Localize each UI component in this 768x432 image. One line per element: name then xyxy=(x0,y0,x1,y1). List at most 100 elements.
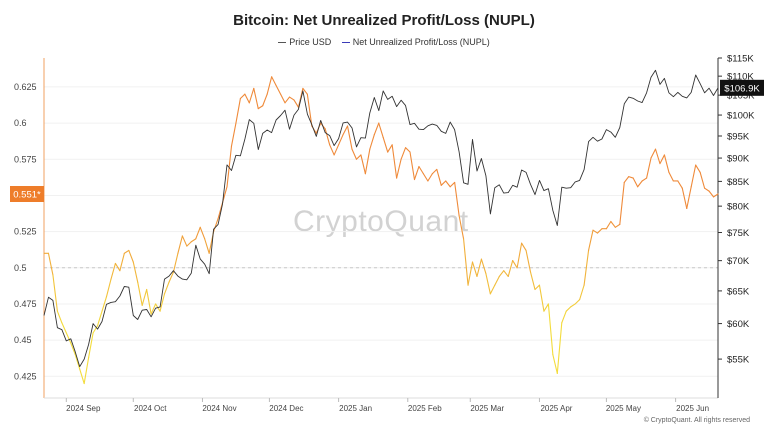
nupl-line-segment xyxy=(654,148,661,165)
legend-swatch-price xyxy=(278,42,287,44)
nupl-line-segment xyxy=(297,87,304,108)
right-tick-label: $75K xyxy=(727,228,750,239)
nupl-line-segment xyxy=(168,271,174,283)
nupl-line-segment xyxy=(400,147,407,160)
nupl-line-segment xyxy=(543,303,549,312)
right-tick-label: $70K xyxy=(727,256,750,267)
axis-layer: 0.6250.60.5750.550.5250.50.4750.450.425$… xyxy=(14,54,755,414)
left-tick-label: 0.575 xyxy=(14,154,37,164)
nupl-line-segment xyxy=(614,223,621,228)
nupl-line-segment xyxy=(186,241,192,247)
nupl-line-segment xyxy=(458,215,465,240)
nupl-line-segment xyxy=(480,258,487,275)
nupl-line-segment xyxy=(663,154,670,173)
left-tick-label: 0.475 xyxy=(14,299,37,309)
nupl-line-segment xyxy=(288,96,295,101)
nupl-line-segment xyxy=(190,238,197,243)
nupl-line-segment xyxy=(525,249,532,273)
x-tick-label: 2025 Feb xyxy=(408,404,442,413)
nupl-line-segment xyxy=(199,226,206,240)
nupl-line-segment xyxy=(257,105,264,110)
nupl-line-segment xyxy=(650,148,657,159)
nupl-line-segment xyxy=(521,242,527,251)
right-tick-label: $60K xyxy=(727,319,750,330)
nupl-line-segment xyxy=(56,310,63,324)
nupl-current-badge xyxy=(10,186,44,202)
nupl-line-segment xyxy=(213,218,219,233)
nupl-line-segment xyxy=(476,258,482,278)
nupl-line-segment xyxy=(132,261,139,283)
nupl-line-segment xyxy=(302,87,308,95)
nupl-line-segment xyxy=(346,125,353,150)
nupl-line-segment xyxy=(409,151,416,181)
nupl-line-segment xyxy=(619,181,625,225)
nupl-line-segment xyxy=(123,249,130,254)
nupl-line-segment xyxy=(293,99,299,108)
nupl-line-segment xyxy=(646,157,652,179)
nupl-line-segment xyxy=(137,281,143,306)
nupl-line-segment xyxy=(230,122,237,147)
nupl-line-segment xyxy=(396,158,402,179)
nupl-line-segment xyxy=(445,180,451,188)
nupl-line-segment xyxy=(574,299,581,305)
right-tick-label: $105K xyxy=(727,91,755,102)
nupl-line-segment xyxy=(172,252,179,273)
nupl-line-segment xyxy=(529,271,536,291)
x-tick-label: 2024 Sep xyxy=(66,404,101,413)
nupl-line-segment xyxy=(114,262,121,272)
price-current-label: $106.9K xyxy=(724,83,760,94)
nupl-line-segment xyxy=(436,168,442,186)
nupl-line-segment xyxy=(266,76,273,95)
left-tick-label: 0.6 xyxy=(14,118,27,128)
nupl-line-segment xyxy=(708,190,715,198)
nupl-line-segment xyxy=(605,220,612,230)
nupl-line-segment xyxy=(373,122,380,136)
nupl-line-segment xyxy=(503,270,509,278)
nupl-line-segment xyxy=(391,144,398,179)
legend-item-price[interactable]: Price USD xyxy=(278,37,331,47)
nupl-line-segment xyxy=(244,93,250,104)
nupl-line-segment xyxy=(97,310,103,327)
x-tick-label: 2024 Nov xyxy=(202,404,236,413)
nupl-line-segment xyxy=(695,164,701,173)
left-tick-label: 0.5 xyxy=(14,263,27,273)
left-tick-label: 0.425 xyxy=(14,371,37,381)
nupl-line-segment xyxy=(570,303,576,308)
nupl-line-segment xyxy=(101,296,108,312)
nupl-line-segment xyxy=(668,171,674,182)
right-tick-label: $110K xyxy=(727,72,754,83)
chart-title: Bitcoin: Net Unrealized Profit/Loss (NUP… xyxy=(233,12,535,29)
nupl-line-segment xyxy=(110,262,116,280)
nupl-line-segment xyxy=(324,128,331,146)
x-tick-label: 2025 Jan xyxy=(339,404,372,413)
right-tick-label: $85K xyxy=(727,177,750,188)
nupl-line-segment xyxy=(239,93,246,100)
nupl-line-segment xyxy=(275,84,282,95)
left-tick-label: 0.45 xyxy=(14,335,32,345)
nupl-line-segment xyxy=(623,176,630,183)
nupl-line-segment xyxy=(632,177,639,188)
nupl-line-segment xyxy=(204,238,210,254)
nupl-line-segment xyxy=(159,293,166,312)
nupl-line-segment xyxy=(637,180,643,188)
x-tick-label: 2024 Dec xyxy=(269,404,303,413)
x-tick-label: 2025 Apr xyxy=(540,404,572,413)
nupl-line-segment xyxy=(641,177,648,182)
watermark: CryptoQuant xyxy=(293,205,469,238)
nupl-line-segment xyxy=(681,187,688,210)
nupl-line-segment xyxy=(248,87,255,104)
nupl-line-segment xyxy=(498,270,505,278)
nupl-line-segment xyxy=(280,93,286,104)
nupl-line-segment xyxy=(565,306,572,312)
nupl-line-segment xyxy=(83,356,90,385)
nupl-line-segment xyxy=(177,235,183,254)
nupl-line-segment xyxy=(105,278,112,298)
nupl-line-segment xyxy=(699,171,706,189)
nupl-line-segment xyxy=(677,180,683,189)
right-tick-label: $55K xyxy=(727,355,750,366)
legend-label-nupl: Net Unrealized Profit/Loss (NUPL) xyxy=(352,37,490,47)
nupl-line-segment xyxy=(65,332,72,344)
nupl-line-segment xyxy=(659,154,665,165)
nupl-line-segment xyxy=(284,96,291,104)
legend-item-nupl[interactable]: Net Unrealized Profit/Loss (NUPL) xyxy=(341,37,490,47)
